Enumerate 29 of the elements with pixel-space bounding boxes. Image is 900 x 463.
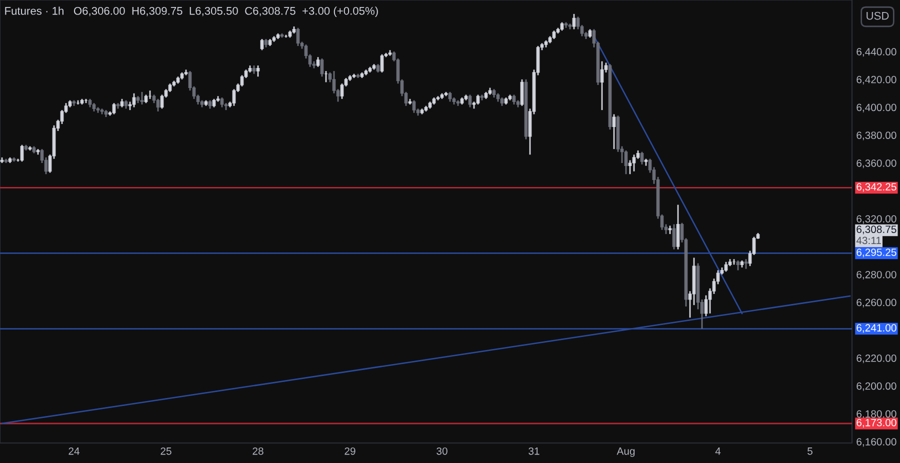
y-tick-label: 6,420.00 xyxy=(856,76,896,85)
y-tick-label: 6,360.00 xyxy=(856,159,896,168)
y-tick-label: 6,320.00 xyxy=(856,215,896,224)
ref-line-label: 6,342.25 xyxy=(856,183,896,192)
y-tick-label: 6,180.00 xyxy=(856,410,896,419)
y-tick-label: 6,380.00 xyxy=(856,132,896,140)
ref-line-label: 6,241.00 xyxy=(856,324,896,333)
x-tick-label: 24 xyxy=(68,447,80,455)
x-tick-label: Aug xyxy=(616,448,635,457)
y-tick-label: 6,260.00 xyxy=(856,298,896,308)
chart-title: Futures · 1h O6,306.00 H6,309.75 L6,305.50 C6,308.75 +3.00 (+0.05%) xyxy=(5,6,378,17)
text: USD xyxy=(866,12,889,20)
y-tick-label: 6,220.00 xyxy=(856,354,896,364)
x-tick-label: 28 xyxy=(252,447,264,455)
y-tick-label: 6,200.00 xyxy=(856,382,896,391)
ref-line-label: 6,295.25 xyxy=(856,248,896,258)
y-tick-label: 6,280.00 xyxy=(856,270,896,280)
y-tick-label: 6,440.00 xyxy=(856,48,896,57)
x-tick-label: 25 xyxy=(160,447,172,455)
ref-line-label: 6,173.00 xyxy=(856,418,896,428)
x-tick-label: 4 xyxy=(715,448,721,455)
x-tick-label: 30 xyxy=(436,447,448,455)
text: 43:11 xyxy=(856,236,881,244)
x-tick-label: 5 xyxy=(808,448,812,455)
y-tick-label: 6,400.00 xyxy=(856,104,896,112)
y-tick-label: 6,160.00 xyxy=(856,438,896,447)
x-tick-label: 29 xyxy=(344,447,356,455)
text: 6,308.75 xyxy=(856,226,896,234)
x-tick-label: 31 xyxy=(528,447,540,455)
